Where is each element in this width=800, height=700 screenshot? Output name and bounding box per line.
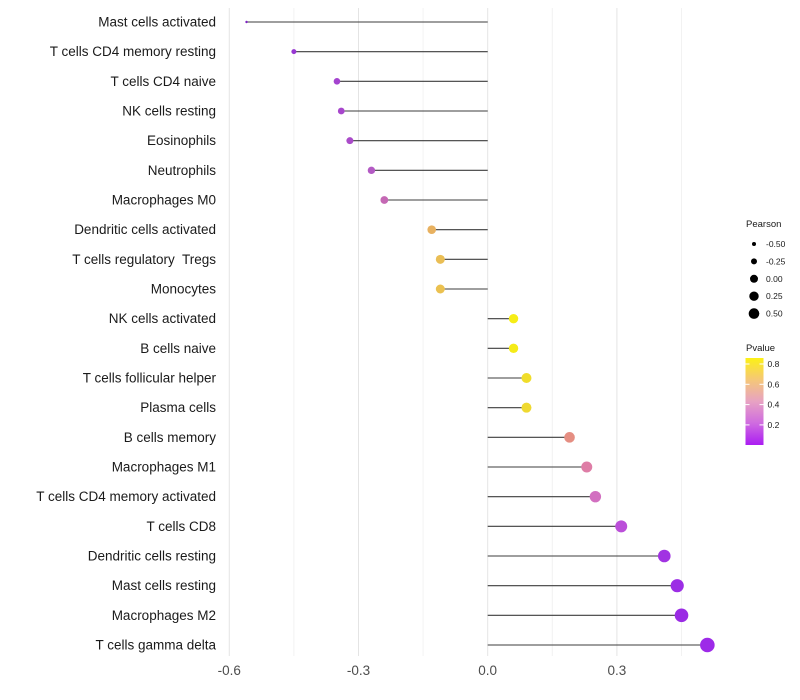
lollipop-dot (657, 549, 671, 563)
lollipop-dot (435, 284, 445, 294)
category-label: Eosinophils (147, 133, 216, 148)
pvalue-color-legend: Pvalue 0.8 0.6 0.4 0.2 (745, 343, 780, 445)
pvalue-colorbar-ticks (745, 363, 764, 426)
pearson-legend-label: 0.25 (766, 291, 783, 301)
category-label: T cells CD4 memory activated (36, 489, 216, 504)
lollipop-dot (427, 225, 437, 234)
category-label: NK cells resting (122, 104, 216, 119)
colorbar-label: 0.2 (768, 420, 780, 430)
lollipop-dot (564, 432, 575, 443)
category-label: T cells gamma delta (95, 638, 216, 653)
colorbar-label: 0.4 (768, 400, 780, 410)
x-tick-label: -0.3 (347, 663, 370, 678)
colorbar-label: 0.8 (768, 359, 780, 369)
lollipop-dot (346, 137, 354, 145)
x-tick-label: 0.0 (478, 663, 497, 678)
category-label: Mast cells resting (112, 578, 216, 593)
category-label: Dendritic cells activated (74, 222, 216, 237)
pearson-legend-label: -0.25 (766, 256, 786, 266)
pearson-legend-label: 0.00 (766, 274, 783, 284)
category-label: Dendritic cells resting (88, 549, 216, 564)
category-label: T cells CD4 naive (110, 74, 216, 89)
x-tick-label: -0.6 (218, 663, 241, 678)
lollipop-dot (700, 637, 715, 653)
pearson-legend-dot (750, 274, 758, 283)
lollipop-dot (508, 313, 519, 324)
x-tick-label: 0.3 (608, 663, 627, 678)
pvalue-legend-title: Pvalue (746, 343, 775, 354)
lollipop-dot (589, 490, 602, 503)
lollipop-dot (521, 373, 532, 384)
x-axis-tick-labels: -0.6 -0.3 0.0 0.3 (218, 663, 627, 678)
lollipop-dot (674, 608, 689, 623)
lollipop-dot (435, 254, 445, 264)
lollipop-dot (521, 402, 532, 413)
colorbar-label: 0.6 (768, 379, 780, 389)
pearson-legend-label: -0.50 (766, 239, 786, 249)
lollipop-dot (670, 579, 684, 593)
pearson-legend-dot (749, 291, 759, 301)
lollipop-dot (367, 166, 376, 175)
pearson-legend-dot (752, 242, 756, 246)
category-label: Monocytes (151, 282, 217, 297)
category-label: Macrophages M2 (112, 608, 216, 623)
lollipop-dot (337, 107, 345, 115)
category-label: Plasma cells (140, 400, 216, 415)
category-label: Mast cells activated (98, 15, 216, 30)
lollipop-dot (291, 49, 297, 55)
pearson-legend-dot (751, 258, 757, 265)
category-label: T cells CD8 (146, 519, 216, 534)
pvalue-colorbar-labels: 0.8 0.6 0.4 0.2 (768, 359, 780, 430)
pearson-legend-title: Pearson (746, 219, 781, 230)
pearson-legend-entries: -0.50 -0.25 0.00 0.25 0.50 (748, 239, 786, 319)
lollipop-dot (333, 78, 341, 85)
lollipop-dot (615, 520, 628, 533)
pearson-size-legend: Pearson -0.50 -0.25 0.00 0.25 0.50 (746, 219, 786, 319)
category-label: Macrophages M0 (112, 193, 216, 208)
lollipop-dots (245, 20, 715, 653)
pearson-legend-label: 0.50 (766, 309, 783, 319)
lollipop-dot (245, 20, 248, 24)
category-label: Neutrophils (148, 163, 217, 178)
pearson-legend-dot (748, 308, 760, 319)
category-label: B cells memory (124, 430, 217, 445)
lollipop-dot (508, 343, 519, 354)
gridlines (228, 8, 683, 656)
pvalue-colorbar (745, 358, 764, 445)
category-label: T cells CD4 memory resting (50, 44, 216, 59)
category-label: T cells regulatory Tregs (72, 252, 216, 267)
category-label: NK cells activated (109, 311, 216, 326)
category-label: Macrophages M1 (112, 460, 216, 475)
category-label: T cells follicular helper (83, 371, 217, 386)
category-axis-labels: Mast cells activated T cells CD4 memory r… (36, 15, 216, 653)
lollipop-dot (581, 461, 593, 473)
category-label: B cells naive (140, 341, 216, 356)
lollipop-dot (380, 196, 389, 204)
lollipop-stems (246, 21, 708, 646)
